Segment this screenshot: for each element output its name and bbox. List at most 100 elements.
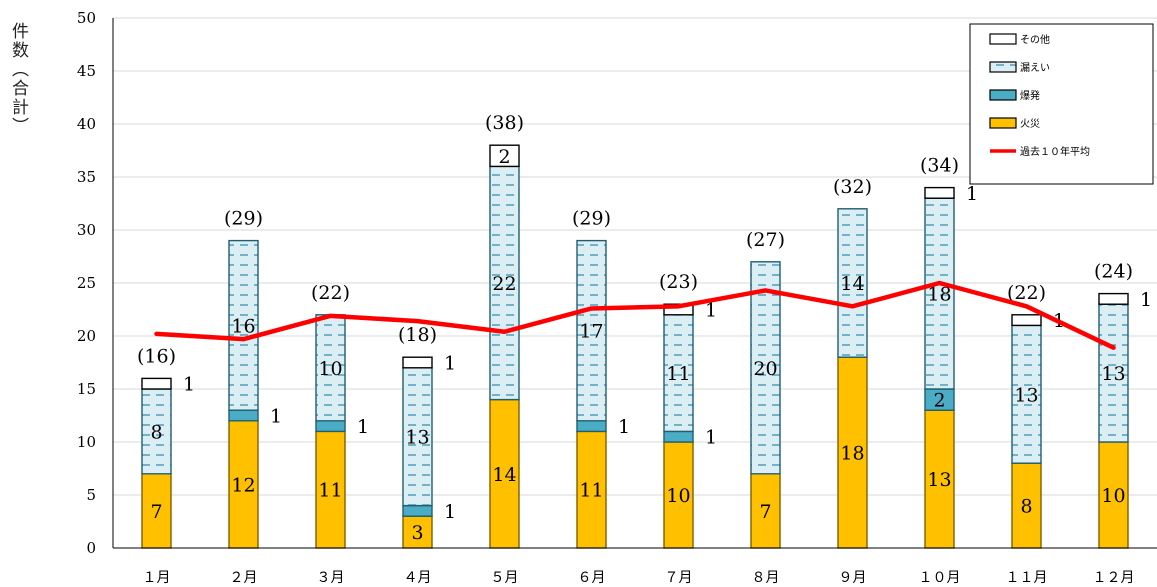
y-tick-label: 10 — [77, 433, 96, 451]
total-label: (22) — [1007, 282, 1046, 304]
x-tick-label: ６月 — [578, 570, 606, 586]
x-tick-label: ３月 — [317, 570, 345, 586]
legend-swatch — [989, 117, 1017, 129]
segment-value-label: 3 — [411, 522, 423, 544]
bar-segment-fire — [750, 473, 781, 549]
total-label: (32) — [833, 176, 872, 198]
average-line — [154, 280, 1116, 350]
legend-swatch — [989, 61, 1017, 73]
segment-value-label: 7 — [759, 501, 771, 523]
segment-value-label: 1 — [618, 416, 630, 438]
segment-value-label: 13 — [1014, 384, 1038, 406]
x-tick-label: １０月 — [919, 570, 961, 586]
segment-labels: 7811211611110311311422211117101111720181… — [150, 146, 1152, 544]
total-label: (18) — [398, 324, 437, 346]
bar-segment-fire — [576, 430, 607, 549]
bar-segment-fire — [402, 515, 433, 549]
bar-segment-leak — [1098, 303, 1129, 443]
y-tick-label: 0 — [86, 539, 96, 557]
segment-value-label: 18 — [927, 284, 951, 306]
y-tick-label: 25 — [77, 274, 96, 292]
legend-swatch — [989, 33, 1017, 45]
y-tick-label: 30 — [77, 221, 96, 239]
segment-value-label: 8 — [1020, 496, 1032, 518]
bar-segment-fire — [663, 441, 694, 549]
total-label: (27) — [746, 229, 785, 251]
segment-value-label: 10 — [666, 485, 690, 507]
segment-value-label: 12 — [231, 474, 255, 496]
segment-value-label: 22 — [492, 273, 516, 295]
segment-value-label: 11 — [666, 363, 690, 385]
bar-segment-other — [402, 356, 433, 369]
legend-label: 火災 — [1020, 118, 1040, 130]
y-tick-label: 15 — [77, 380, 96, 398]
bar-segment-leak — [141, 388, 172, 475]
segment-value-label: 1 — [270, 406, 282, 428]
average-series-line — [154, 280, 1116, 350]
segment-value-label: 1 — [1140, 289, 1152, 311]
x-tick-label: ９月 — [839, 570, 867, 586]
segment-value-label: 16 — [231, 315, 255, 337]
y-tick-label: 40 — [77, 115, 96, 133]
segment-value-label: 13 — [405, 427, 429, 449]
bar-segment-explosion — [663, 430, 694, 443]
bar-segment-leak — [750, 261, 781, 475]
segment-value-label: 11 — [318, 480, 342, 502]
legend-swatch — [989, 89, 1017, 101]
segment-value-label: 13 — [927, 469, 951, 491]
bar-segment-leak — [576, 239, 607, 422]
segment-value-label: 1 — [705, 300, 717, 322]
x-tick-label: ４月 — [404, 570, 432, 586]
segment-value-label: 14 — [492, 464, 516, 486]
y-axis-label: 件数（合計） — [8, 22, 28, 136]
legend-label: 爆発 — [1020, 89, 1040, 102]
bar-segment-fire — [141, 473, 172, 549]
segment-value-label: 17 — [579, 321, 603, 343]
bar-segment-fire — [837, 356, 868, 549]
y-tick-label: 50 — [77, 9, 96, 27]
bar-segment-explosion — [402, 504, 433, 517]
segment-value-label: 10 — [318, 358, 342, 380]
segment-value-label: 1 — [966, 183, 978, 205]
axes: 0 5 10 15 20 25 30 35 40 45 50 １月 ２月 ３月 ４月 ５月 ６月 ７月 ８月 ９月 １０… — [77, 9, 1157, 586]
bar-segment-leak — [837, 208, 868, 358]
x-tick-label: ５月 — [491, 570, 519, 586]
segment-value-label: 18 — [840, 443, 864, 465]
bar-segment-leak — [228, 239, 259, 411]
bar-segment-leak — [315, 314, 346, 422]
bar-segment-other — [141, 377, 172, 390]
segment-value-label: 1 — [444, 501, 456, 523]
segment-value-label: 1 — [705, 427, 717, 449]
bar-segment-explosion — [315, 420, 346, 433]
legend-box — [969, 23, 1154, 185]
segment-value-label: 2 — [933, 390, 945, 412]
x-tick-label: １月 — [143, 570, 171, 586]
x-tick-label: ７月 — [665, 570, 693, 586]
bar-segment-leak — [663, 314, 694, 433]
bar-segment-other — [489, 144, 520, 168]
segment-value-label: 1 — [444, 353, 456, 375]
total-label: (16) — [137, 345, 176, 367]
legend-label: 過去１０年平均 — [1020, 145, 1090, 158]
bar-segment-fire — [1011, 462, 1042, 549]
bar-segment-leak — [924, 197, 955, 390]
total-label: (22) — [311, 282, 350, 304]
total-label: (38) — [485, 112, 524, 134]
bar-segment-other — [924, 186, 955, 199]
total-label: (24) — [1094, 261, 1133, 283]
segment-value-label: 13 — [1101, 363, 1125, 385]
bars — [141, 144, 1129, 549]
total-label: (29) — [572, 208, 611, 230]
total-label: (34) — [920, 155, 959, 177]
segment-value-label: 10 — [1101, 485, 1125, 507]
total-label: (29) — [224, 208, 263, 230]
y-tick-label: 45 — [77, 62, 96, 80]
segment-value-label: 7 — [150, 501, 162, 523]
segment-value-label: 14 — [840, 273, 864, 295]
y-tick-label: 35 — [77, 168, 96, 186]
total-label: (23) — [659, 271, 698, 293]
segment-value-label: 1 — [183, 374, 195, 396]
x-tick-label: １２月 — [1093, 570, 1135, 586]
